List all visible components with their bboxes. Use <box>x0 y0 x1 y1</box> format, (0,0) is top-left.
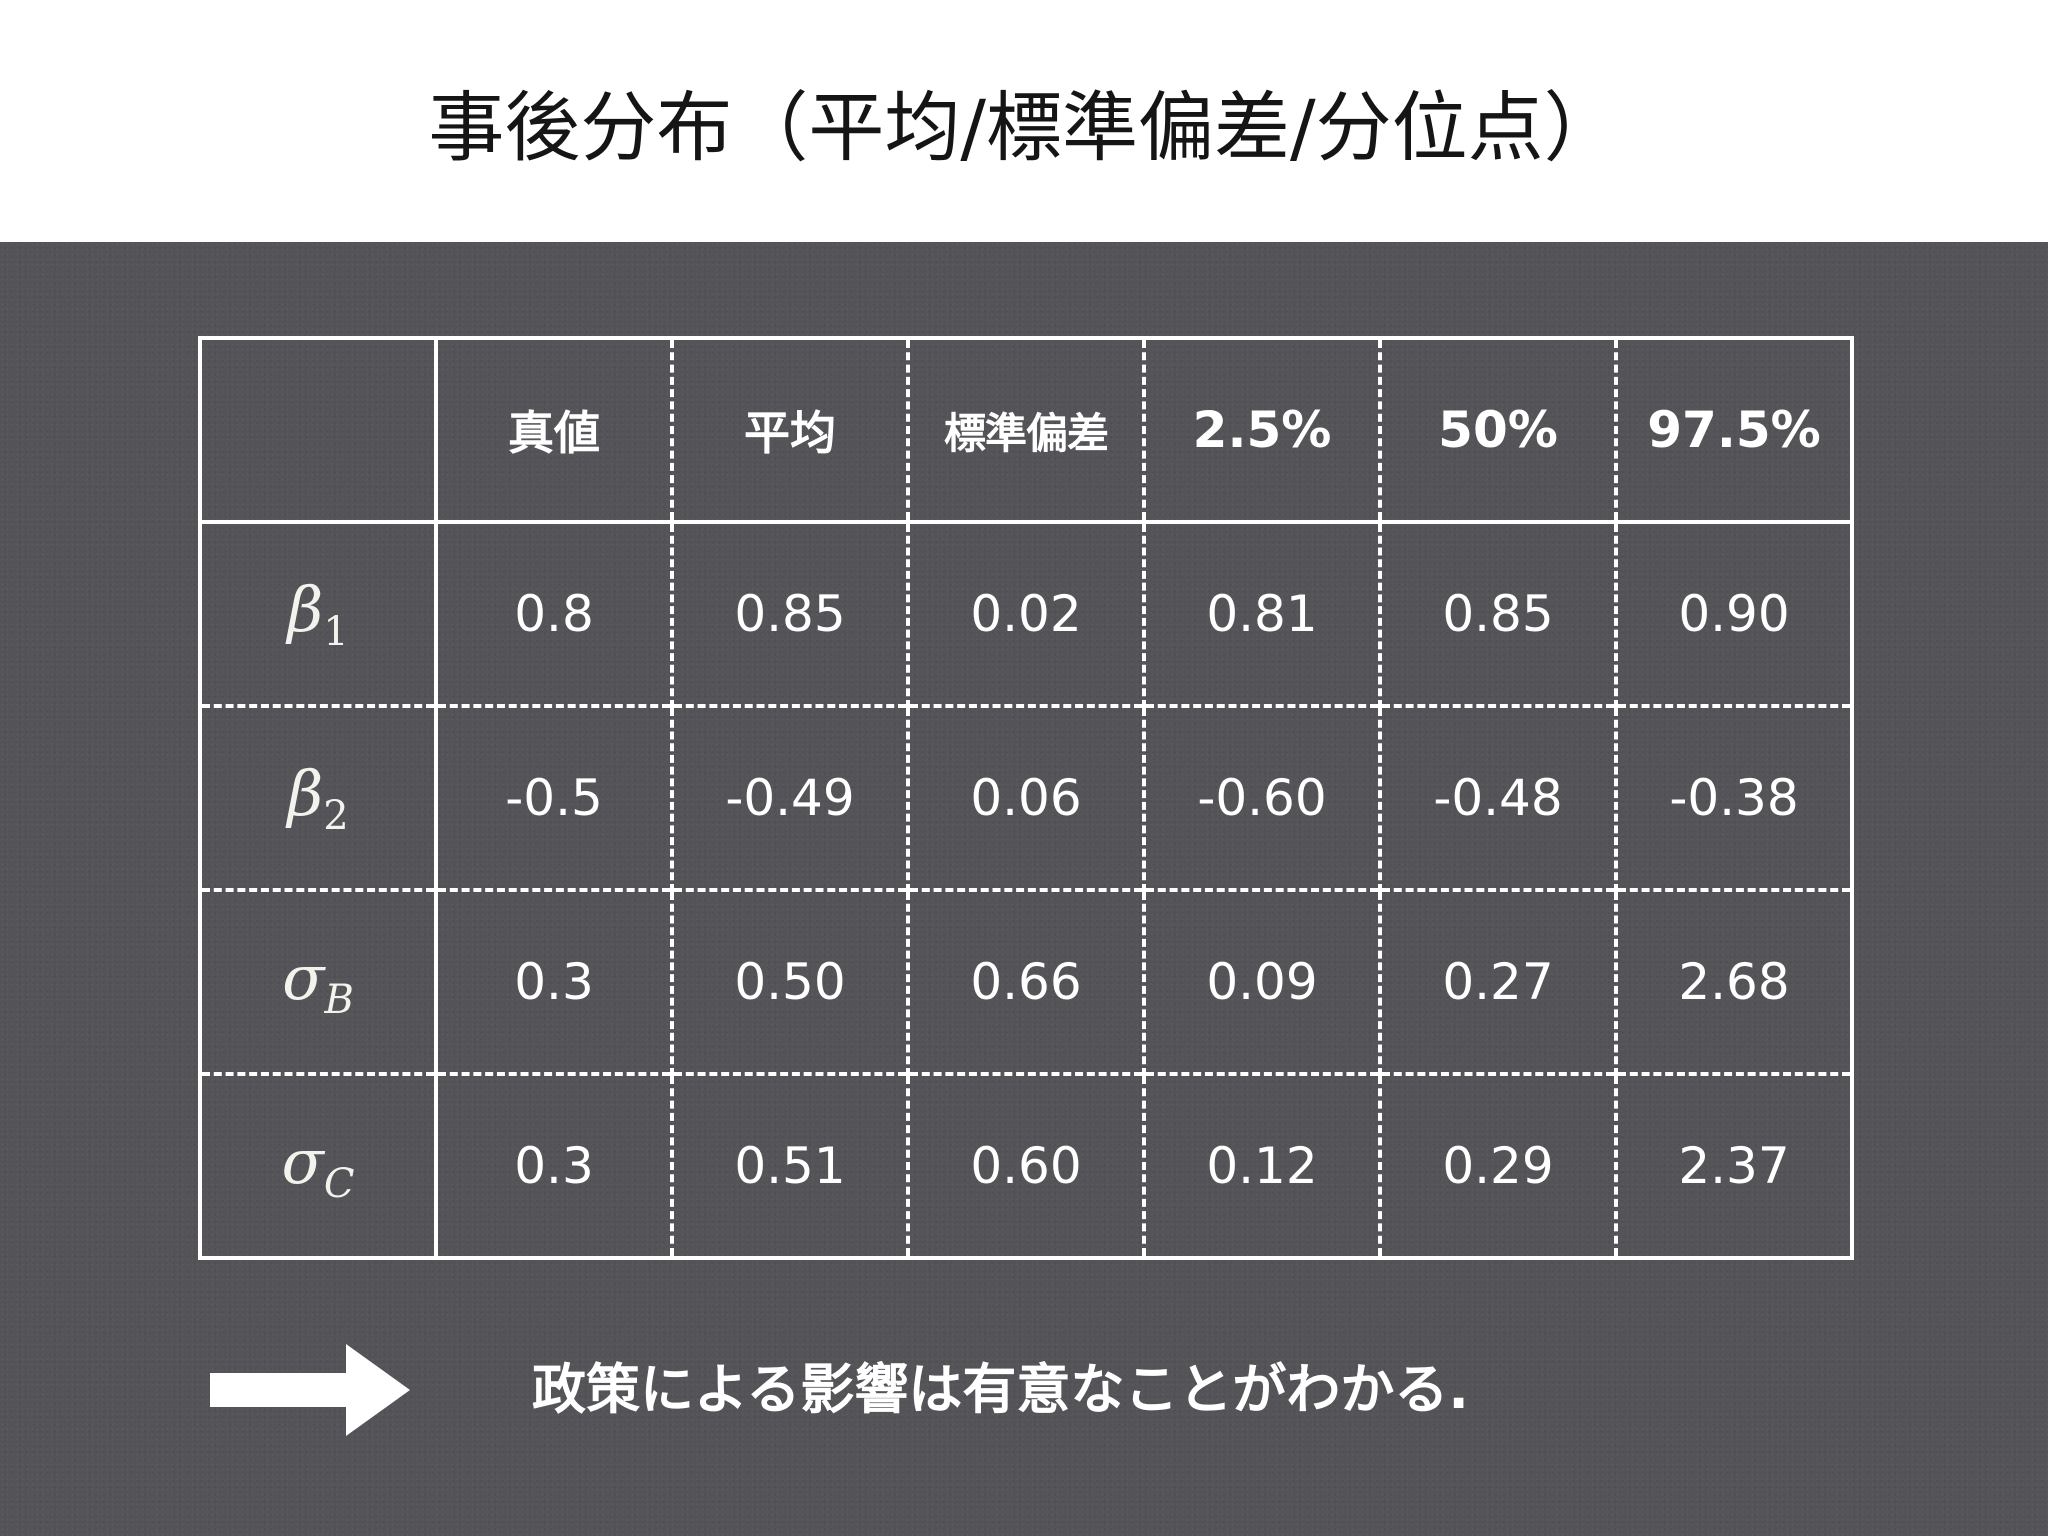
right-arrow-icon <box>210 1344 410 1436</box>
title-band: 事後分布（平均/標準偏差/分位点） <box>0 0 2048 242</box>
table-cell: 0.29 <box>1378 1072 1616 1258</box>
table-row-sigma-b: σB 0.3 0.50 0.66 0.09 0.27 2.68 <box>200 888 1852 1074</box>
table-cell: 0.85 <box>670 520 908 706</box>
table-cell: -0.38 <box>1614 704 1852 890</box>
header-quantile-97-5: 97.5% <box>1614 336 1852 522</box>
table-cell: 0.51 <box>670 1072 908 1258</box>
table-cell: 0.81 <box>1142 520 1380 706</box>
table-cell: -0.49 <box>670 704 908 890</box>
table-row-sigma-c: σC 0.3 0.51 0.60 0.12 0.29 2.37 <box>200 1072 1852 1258</box>
header-quantile-2-5: 2.5% <box>1142 336 1380 522</box>
header-true-value: 真値 <box>434 336 672 522</box>
table-cell: 0.06 <box>906 704 1144 890</box>
row-label-beta1: β1 <box>200 520 438 706</box>
posterior-table: 真値 平均 標準偏差 2.5% 50% 97.5% β1 0.8 0.85 0.… <box>198 336 1854 1260</box>
table-cell: 0.27 <box>1378 888 1616 1074</box>
table-cell: 0.66 <box>906 888 1144 1074</box>
header-mean: 平均 <box>670 336 908 522</box>
table-row-beta2: β2 -0.5 -0.49 0.06 -0.60 -0.48 -0.38 <box>200 704 1852 890</box>
row-label-beta2: β2 <box>200 704 438 890</box>
table-cell: 2.68 <box>1614 888 1852 1074</box>
row-label-sigma-c: σC <box>200 1072 438 1258</box>
table-cell: 0.90 <box>1614 520 1852 706</box>
table-cell: 0.09 <box>1142 888 1380 1074</box>
table-cell: -0.60 <box>1142 704 1380 890</box>
table-cell: 0.12 <box>1142 1072 1380 1258</box>
table-header-row: 真値 平均 標準偏差 2.5% 50% 97.5% <box>200 336 1852 522</box>
slide-title: 事後分布（平均/標準偏差/分位点） <box>428 83 1620 172</box>
table-cell: -0.5 <box>434 704 672 890</box>
row-label-sigma-b: σB <box>200 888 438 1074</box>
header-quantile-50: 50% <box>1378 336 1616 522</box>
conclusion-text: 政策による影響は有意なことがわかる. <box>532 1358 1469 1421</box>
table-cell: 0.3 <box>434 1072 672 1258</box>
table-row-beta1: β1 0.8 0.85 0.02 0.81 0.85 0.90 <box>200 520 1852 706</box>
table-cell: 0.8 <box>434 520 672 706</box>
table-cell: 0.60 <box>906 1072 1144 1258</box>
table-cell: 2.37 <box>1614 1072 1852 1258</box>
table-cell: -0.48 <box>1378 704 1616 890</box>
table-cell: 0.02 <box>906 520 1144 706</box>
table-cell: 0.50 <box>670 888 908 1074</box>
table-cell: 0.3 <box>434 888 672 1074</box>
header-std-dev: 標準偏差 <box>906 336 1144 522</box>
header-corner-cell <box>200 336 438 522</box>
table-cell: 0.85 <box>1378 520 1616 706</box>
